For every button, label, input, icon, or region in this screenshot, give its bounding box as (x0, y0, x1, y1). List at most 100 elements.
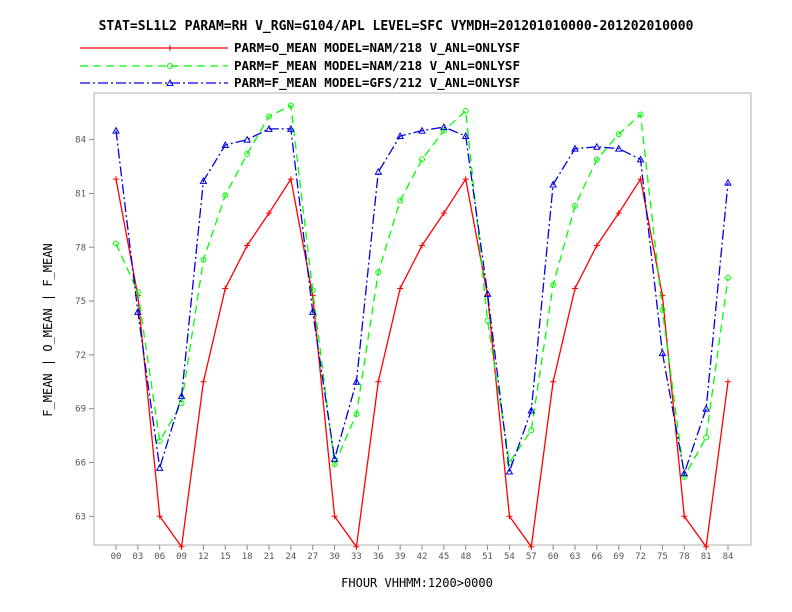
plot-frame (93, 92, 752, 546)
data-point (353, 411, 360, 418)
data-point (528, 427, 535, 434)
data-point (112, 126, 120, 134)
x-tick-label: 60 (548, 552, 559, 562)
data-point (506, 459, 513, 466)
data-point (353, 543, 360, 550)
series-line-2 (115, 104, 729, 479)
legend-label: PARM=O_MEAN MODEL=NAM/218 V_ANL=ONLYSF (234, 40, 520, 56)
series-1 (113, 176, 731, 550)
x-tick-label: 81 (701, 552, 712, 562)
data-point (593, 242, 600, 249)
series-lines (112, 102, 732, 550)
data-point (658, 349, 667, 357)
y-tick-label: 63 (75, 512, 86, 522)
data-point (440, 210, 447, 217)
data-point (703, 543, 710, 550)
series-line-1 (115, 177, 729, 549)
x-tick-label: 03 (132, 552, 143, 562)
data-point (221, 140, 230, 149)
data-point (680, 469, 689, 477)
y-tick-label: 81 (75, 189, 86, 199)
data-point (528, 543, 535, 550)
data-point (681, 513, 688, 520)
data-point (199, 176, 208, 184)
data-point (615, 210, 622, 217)
x-tick-label: 72 (635, 552, 646, 562)
y-tick-label: 75 (75, 297, 86, 307)
x-tick-label: 21 (264, 552, 275, 562)
legend-marker (166, 78, 174, 86)
data-point (418, 126, 426, 134)
data-point (637, 111, 644, 118)
data-point (178, 543, 185, 550)
x-tick-label: 18 (242, 552, 253, 562)
x-tick-label: 15 (220, 552, 231, 562)
data-point (244, 150, 251, 157)
data-point (374, 167, 383, 175)
legend-label: PARM=F_MEAN MODEL=NAM/218 V_ANL=ONLYSF (234, 58, 520, 74)
data-point (200, 256, 207, 263)
data-point (309, 292, 316, 299)
data-point (527, 406, 536, 414)
x-tick-label: 51 (482, 552, 493, 562)
data-point (484, 317, 491, 324)
x-tick-label: 57 (526, 552, 537, 562)
x-tick-label: 12 (198, 552, 209, 562)
y-tick-label: 84 (75, 136, 86, 146)
y-axis: 63 66 69 72 75 78 81 84 (75, 136, 94, 522)
legend-item-1: PARM=O_MEAN MODEL=NAM/218 V_ANL=ONLYSF (80, 40, 520, 56)
data-point (222, 285, 229, 292)
data-point (505, 467, 514, 475)
data-point (265, 124, 273, 132)
x-tick-label: 78 (679, 552, 690, 562)
data-point (397, 197, 404, 204)
x-tick-label: 06 (154, 552, 165, 562)
data-point (419, 156, 425, 163)
data-point (113, 176, 119, 183)
data-point (440, 127, 447, 134)
data-point (724, 178, 732, 186)
data-point (177, 392, 186, 400)
data-point (113, 240, 119, 247)
data-point (200, 378, 207, 385)
data-point (461, 132, 470, 140)
data-point (593, 156, 600, 163)
data-point (331, 513, 338, 520)
data-point (659, 307, 666, 314)
x-tick-label: 24 (285, 552, 296, 562)
x-tick-label: 66 (591, 552, 602, 562)
data-point (155, 463, 164, 471)
data-point (243, 135, 251, 143)
data-point (615, 131, 622, 138)
x-tick-label: 30 (329, 552, 340, 562)
y-tick-label: 72 (75, 351, 86, 361)
data-point (156, 437, 163, 444)
x-axis-label: FHOUR VHHMM:1200>0000 (341, 576, 493, 590)
x-tick-label: 69 (613, 552, 624, 562)
data-point (287, 102, 294, 109)
data-point (702, 404, 710, 412)
y-tick-label: 78 (75, 243, 86, 253)
legend-marker (167, 63, 173, 69)
x-tick-label: 33 (351, 552, 362, 562)
data-point (308, 307, 317, 315)
x-tick-label: 84 (723, 552, 734, 562)
series-2 (113, 102, 731, 480)
legend-marker (167, 45, 173, 51)
data-point (397, 285, 404, 292)
data-point (134, 307, 142, 315)
data-point (287, 176, 294, 183)
legend-item-3: PARM=F_MEAN MODEL=GFS/212 V_ANL=ONLYSF (80, 75, 520, 91)
data-point (266, 210, 272, 217)
data-point (244, 242, 251, 249)
data-point (614, 144, 623, 152)
x-tick-label: 27 (307, 552, 318, 562)
data-point (222, 192, 229, 199)
data-point (330, 454, 339, 462)
data-point (396, 132, 404, 140)
data-point (703, 434, 710, 441)
data-point (550, 281, 557, 288)
chart-title: STAT=SL1L2 PARAM=RH V_RGN=G104/APL LEVEL… (99, 19, 694, 34)
legend-label: PARM=F_MEAN MODEL=GFS/212 V_ANL=ONLYSF (234, 75, 520, 91)
legend: PARM=O_MEAN MODEL=NAM/218 V_ANL=ONLYSF PA… (80, 40, 520, 91)
